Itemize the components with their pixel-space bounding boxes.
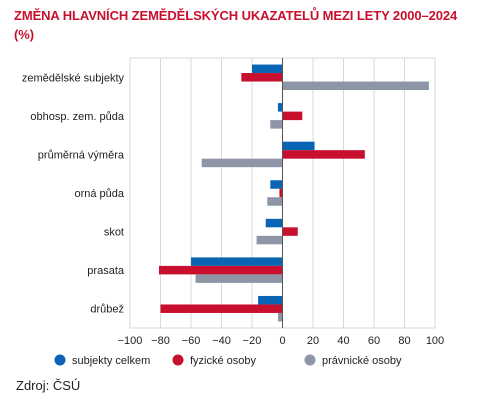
bar	[158, 265, 283, 275]
legend-label: subjekty celkem	[72, 355, 150, 367]
chart-title-main: ZMĚNA HLAVNÍCH ZEMĚDĚLSKÝCH UKAZATELŮ ME…	[14, 8, 458, 23]
legend-marker	[172, 354, 184, 366]
source-note: Zdroj: ČSÚ	[16, 378, 81, 393]
bar	[241, 73, 283, 82]
bar	[256, 235, 283, 245]
bar	[277, 312, 283, 322]
x-tick-label: 40	[337, 335, 349, 347]
category-label: prasata	[87, 265, 125, 277]
x-tick-label: 0	[279, 335, 285, 347]
bar	[282, 141, 315, 151]
legend-marker	[54, 354, 66, 366]
bar	[258, 295, 283, 305]
x-tick-label: −100	[118, 335, 143, 347]
x-tick-label: −60	[182, 335, 201, 347]
bar	[160, 304, 283, 313]
bar	[282, 81, 429, 91]
x-tick-label: −80	[151, 335, 170, 347]
bar	[265, 218, 283, 228]
x-tick-label: −40	[212, 335, 231, 347]
bar	[282, 150, 365, 159]
category-label: skot	[104, 227, 124, 239]
bar	[191, 257, 283, 266]
bar	[282, 111, 303, 121]
category-label: průměrná výměra	[38, 149, 125, 161]
bar	[201, 158, 283, 168]
x-tick-label: 60	[368, 335, 380, 347]
bar	[277, 103, 283, 112]
bar	[279, 188, 283, 198]
bar	[195, 274, 283, 283]
bar	[267, 197, 283, 206]
category-label: obhosp. zem. půda	[30, 111, 124, 123]
category-label: zemědělské subjekty	[22, 72, 125, 84]
legend-label: právnické osoby	[322, 355, 402, 367]
legend-marker	[304, 354, 316, 366]
bar	[270, 120, 283, 129]
x-tick-label: 20	[307, 335, 319, 347]
x-tick-label: 80	[398, 335, 410, 347]
bar	[270, 180, 283, 189]
x-tick-label: −20	[243, 335, 262, 347]
category-label: orná půda	[74, 188, 124, 200]
chart-title: ZMĚNA HLAVNÍCH ZEMĚDĚLSKÝCH UKAZATELŮ ME…	[14, 6, 469, 44]
x-tick-label: 100	[426, 335, 444, 347]
legend-label: fyzické osoby	[190, 355, 257, 367]
bar	[252, 64, 283, 74]
category-label: drůbež	[90, 304, 124, 316]
chart-subtitle: (%)	[14, 27, 34, 42]
bar	[282, 227, 298, 236]
